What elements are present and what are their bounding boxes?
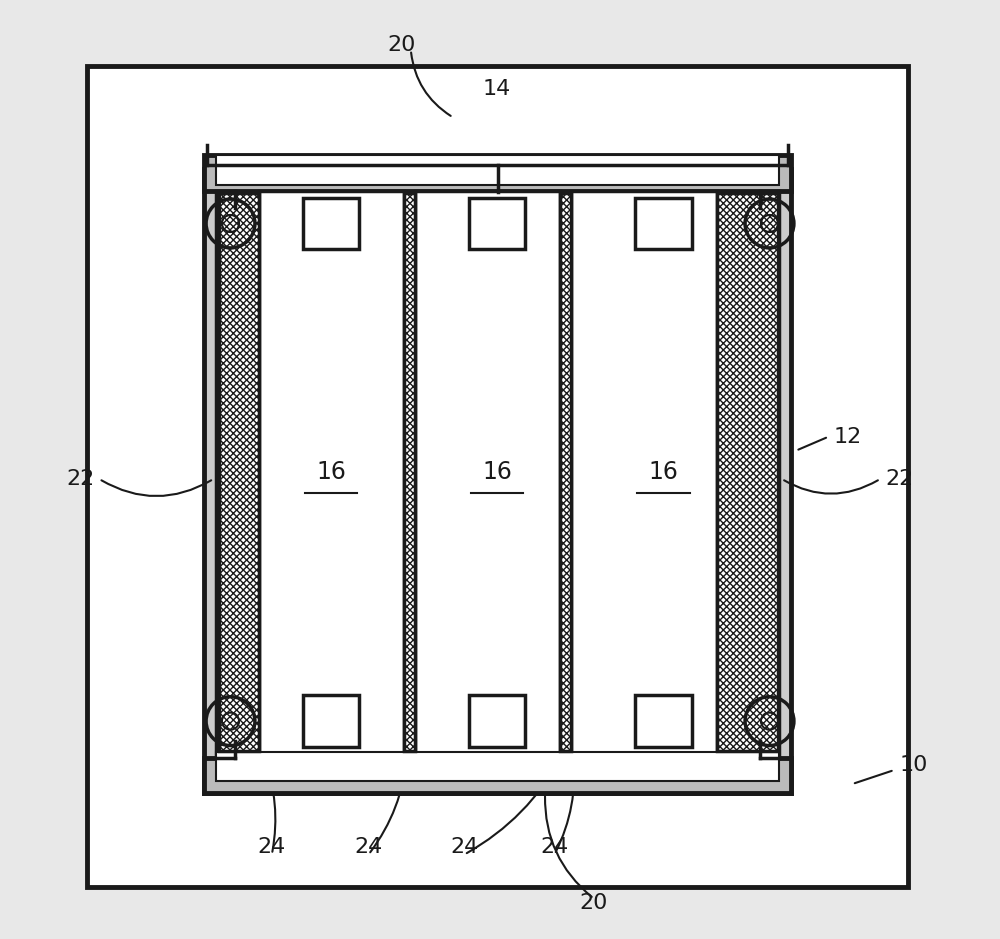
Text: 24: 24	[258, 837, 286, 857]
Bar	[204, 155, 791, 191]
Text: 14: 14	[483, 79, 511, 100]
Bar	[404, 193, 415, 751]
Text: 22: 22	[885, 469, 913, 489]
Text: 16: 16	[482, 460, 512, 485]
Bar	[635, 695, 692, 747]
Text: 10: 10	[899, 755, 927, 776]
Bar	[216, 181, 779, 781]
Bar	[219, 193, 259, 751]
Text: 22: 22	[66, 469, 94, 489]
Bar	[717, 193, 778, 751]
Bar	[216, 751, 779, 781]
Bar	[469, 695, 525, 747]
Bar	[259, 191, 404, 754]
Text: 20: 20	[580, 893, 608, 914]
Bar	[560, 193, 571, 751]
Bar	[303, 695, 359, 747]
Bar	[469, 197, 525, 249]
Text: 16: 16	[316, 460, 346, 485]
Text: 12: 12	[833, 426, 862, 447]
Bar	[635, 197, 692, 249]
Bar	[87, 66, 908, 887]
Bar	[571, 191, 717, 754]
Bar	[204, 169, 791, 793]
Text: 24: 24	[354, 837, 383, 857]
Text: 24: 24	[450, 837, 478, 857]
Bar	[204, 758, 791, 793]
Text: 16: 16	[648, 460, 678, 485]
Bar	[303, 197, 359, 249]
Bar	[415, 191, 560, 754]
Text: 20: 20	[387, 35, 416, 55]
Text: 24: 24	[540, 837, 569, 857]
Bar	[216, 155, 779, 185]
